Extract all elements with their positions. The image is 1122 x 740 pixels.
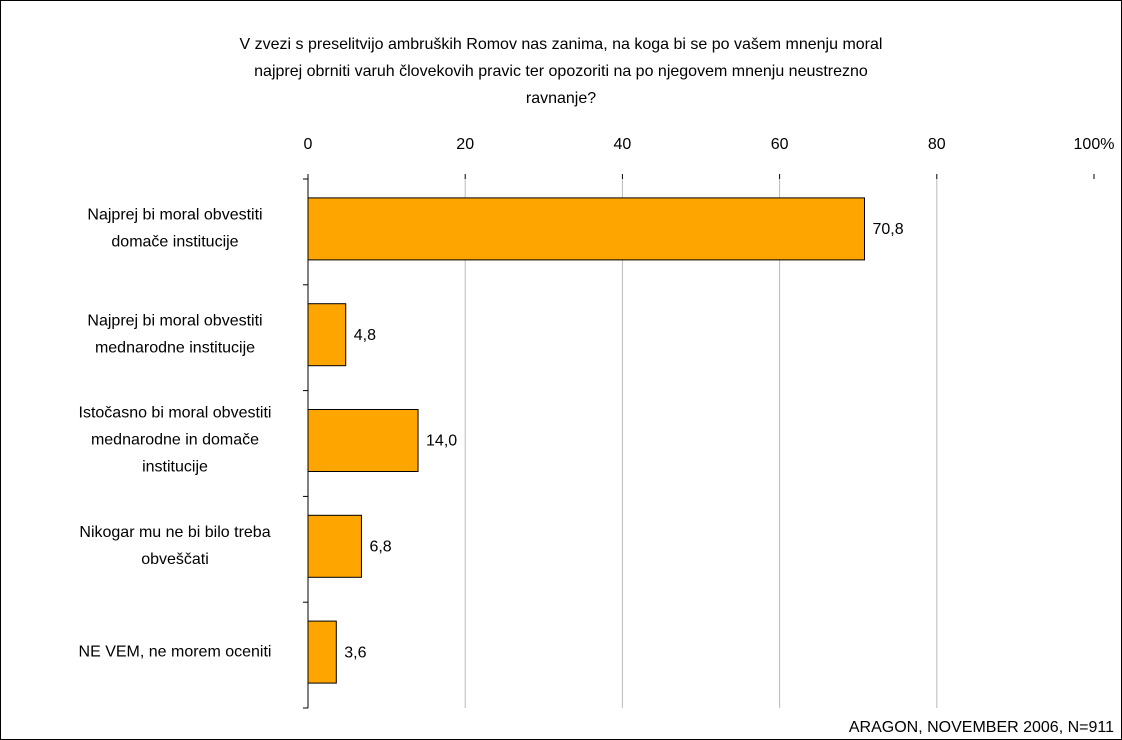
bar (307, 514, 362, 578)
bar (307, 409, 419, 472)
x-tick-label: 60 (771, 136, 789, 153)
y-tick-label: mednarodne in domače (91, 432, 259, 449)
y-tick-label: obveščati (141, 551, 209, 568)
x-tick-label: 0 (304, 136, 313, 153)
source-note: ARAGON, NOVEMBER 2006, N=911 (849, 719, 1114, 736)
y-tick-label: institucije (142, 459, 208, 476)
x-tick-label: 40 (614, 136, 632, 153)
data-label: 4,8 (354, 327, 376, 344)
chart-title: ravnanje? (526, 90, 596, 107)
bar (307, 620, 337, 684)
y-tick-label: Istočasno bi moral obvestiti (79, 405, 272, 422)
y-tick-label: domače institucije (111, 234, 238, 251)
x-tick-label: 20 (456, 136, 474, 153)
data-label: 70,8 (872, 221, 903, 238)
bar (307, 303, 347, 367)
y-tick-label: NE VEM, ne morem oceniti (79, 643, 272, 660)
data-label: 14,0 (426, 433, 457, 450)
y-tick-label: Najprej bi moral obvestiti (87, 207, 262, 224)
chart-title: najprej obrniti varuh človekovih pravic … (254, 63, 868, 80)
data-label: 3,6 (344, 644, 366, 661)
y-tick-label: mednarodne institucije (95, 339, 255, 356)
x-tick-label: 80 (928, 136, 946, 153)
y-tick-label: Nikogar mu ne bi bilo treba (79, 524, 270, 541)
x-tick-label: 100% (1074, 136, 1115, 153)
bar (307, 197, 865, 261)
y-tick-label: Najprej bi moral obvestiti (87, 312, 262, 329)
chart-title: V zvezi s preselitvijo ambruških Romov n… (240, 36, 883, 53)
data-label: 6,8 (369, 539, 391, 556)
